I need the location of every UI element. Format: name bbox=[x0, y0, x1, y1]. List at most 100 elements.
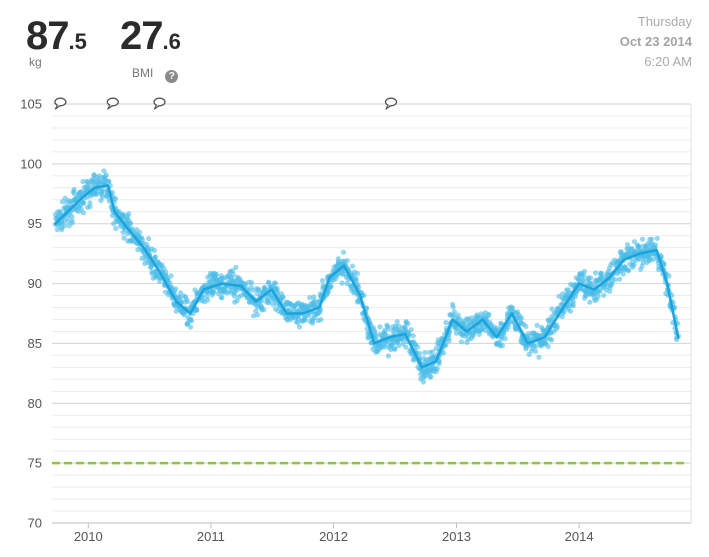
weight-point bbox=[71, 186, 77, 193]
x-tick-label: 2012 bbox=[319, 529, 348, 544]
weight-point bbox=[567, 308, 574, 314]
weight-point bbox=[340, 249, 347, 255]
y-tick-label: 100 bbox=[20, 156, 42, 171]
y-tick-label: 105 bbox=[20, 97, 42, 112]
weight-decimal: .5 bbox=[68, 29, 87, 54]
speech-bubble-tail bbox=[54, 104, 61, 110]
weight-point bbox=[272, 280, 278, 286]
y-tick-label: 90 bbox=[28, 276, 42, 291]
weight-point bbox=[533, 348, 539, 354]
weight-point bbox=[518, 315, 525, 321]
weight-point bbox=[230, 271, 236, 278]
speech-bubble-icon[interactable] bbox=[106, 97, 119, 110]
weight-point bbox=[434, 366, 440, 372]
weight-point bbox=[213, 271, 219, 277]
weight-point bbox=[152, 254, 159, 260]
weight-point bbox=[428, 374, 434, 380]
weight-point bbox=[420, 379, 426, 385]
weight-point bbox=[87, 200, 93, 206]
weight-point bbox=[443, 342, 449, 348]
weight-point bbox=[559, 314, 565, 320]
weight-point bbox=[319, 278, 326, 284]
weight-point bbox=[361, 292, 367, 298]
weight-point bbox=[69, 213, 75, 220]
weight-point bbox=[572, 294, 579, 300]
weight-point bbox=[402, 324, 408, 331]
weight-point bbox=[580, 277, 586, 283]
weight-point bbox=[617, 276, 623, 282]
weight-point bbox=[188, 324, 194, 330]
bmi-decimal: .6 bbox=[162, 29, 181, 54]
weight-point bbox=[455, 312, 461, 318]
speech-bubble-icon[interactable] bbox=[153, 97, 166, 110]
weight-point bbox=[502, 336, 508, 342]
weight-point bbox=[61, 223, 67, 229]
weight-point bbox=[103, 172, 109, 178]
weight-point bbox=[80, 200, 86, 206]
weight-point bbox=[523, 323, 529, 330]
bmi-label: BMI bbox=[132, 66, 154, 80]
speech-bubble-body bbox=[106, 97, 119, 107]
weight-point bbox=[94, 189, 100, 195]
speech-bubble-body bbox=[384, 97, 398, 107]
grid-lines bbox=[52, 103, 692, 524]
weight-point bbox=[625, 268, 632, 274]
weight-point bbox=[318, 317, 324, 323]
weight-point bbox=[80, 178, 86, 185]
weight-point bbox=[177, 290, 184, 296]
weight-point bbox=[549, 306, 555, 312]
reading-weekday: Thursday bbox=[637, 14, 692, 29]
weight-point bbox=[256, 287, 262, 293]
weight-point bbox=[422, 349, 428, 356]
weight-point bbox=[443, 319, 449, 326]
weight-point bbox=[536, 354, 542, 360]
x-axis-ticks: 2010 2011 2012 2013 2014 bbox=[74, 523, 594, 544]
weight-point bbox=[595, 293, 601, 299]
weight-point bbox=[534, 322, 540, 328]
speech-bubble-body bbox=[153, 97, 166, 107]
y-tick-label: 75 bbox=[28, 456, 42, 471]
weight-point bbox=[450, 301, 456, 307]
weight-point bbox=[415, 344, 421, 350]
y-tick-label: 80 bbox=[28, 396, 42, 411]
weight-point bbox=[255, 312, 261, 318]
weight-point bbox=[554, 324, 561, 330]
weight-point bbox=[607, 288, 613, 294]
weight-point bbox=[394, 319, 400, 325]
weight-point bbox=[280, 294, 286, 300]
weight-point bbox=[353, 277, 359, 283]
weight-point bbox=[233, 264, 239, 270]
reading-time: 6:20 AM bbox=[644, 54, 692, 69]
weight-point bbox=[581, 268, 588, 274]
weight-point bbox=[126, 211, 132, 217]
speech-bubble-icon[interactable] bbox=[54, 97, 67, 110]
weight-point bbox=[354, 270, 360, 277]
speech-bubble-icon[interactable] bbox=[384, 97, 398, 110]
weight-point bbox=[113, 196, 119, 202]
question-circle-icon[interactable]: ? bbox=[165, 70, 179, 83]
weight-point bbox=[377, 324, 383, 330]
weight-point bbox=[185, 298, 191, 304]
weight-point bbox=[137, 229, 143, 235]
weight-point bbox=[649, 236, 655, 242]
speech-bubble-tail bbox=[153, 104, 160, 110]
weight-point bbox=[87, 204, 93, 210]
weight-point bbox=[249, 280, 255, 286]
weight-point bbox=[631, 262, 637, 268]
weight-point bbox=[168, 273, 174, 279]
weight-point bbox=[654, 235, 660, 241]
weight-point bbox=[570, 303, 576, 309]
note-markers[interactable] bbox=[54, 97, 398, 110]
speech-bubble-body bbox=[54, 97, 67, 107]
weight-point bbox=[69, 220, 75, 226]
weight-point bbox=[609, 280, 615, 287]
weight-point bbox=[446, 338, 452, 344]
weight-unit: kg bbox=[29, 55, 42, 69]
weight-point bbox=[194, 307, 200, 313]
y-tick-label: 95 bbox=[28, 216, 42, 231]
weight-point bbox=[266, 279, 272, 285]
weight-readout: 87.5 kg bbox=[26, 14, 87, 69]
weight-point bbox=[146, 236, 152, 242]
y-tick-label: 85 bbox=[28, 336, 42, 351]
